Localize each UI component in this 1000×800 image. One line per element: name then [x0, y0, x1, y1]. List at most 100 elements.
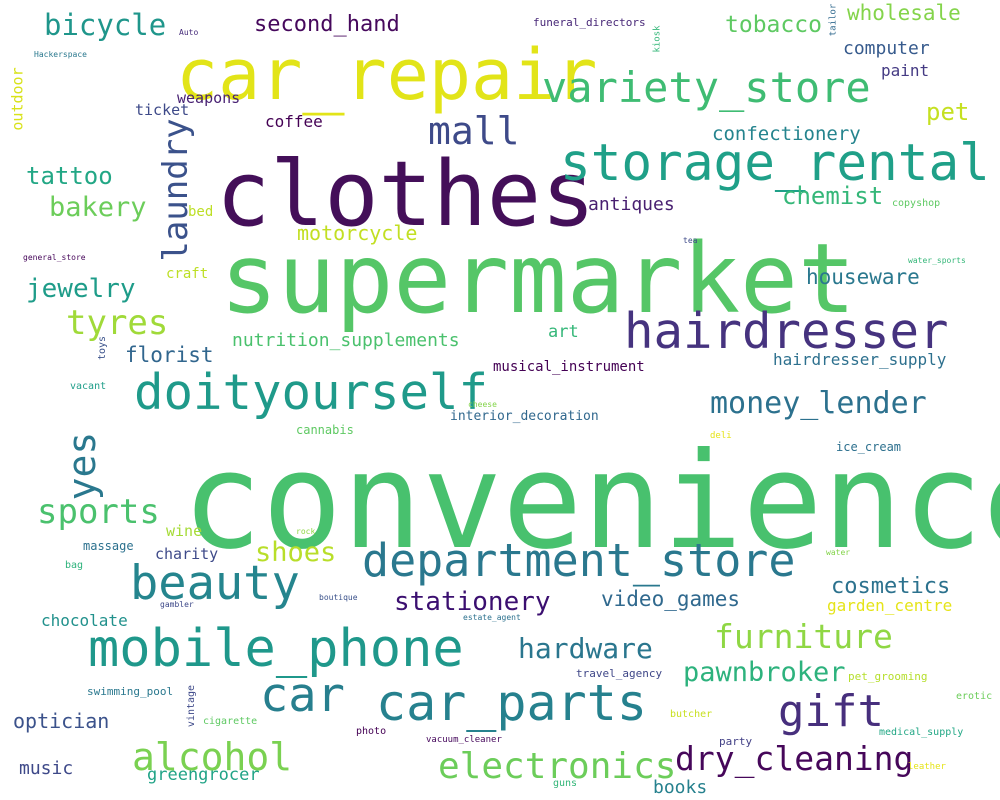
word: car_parts — [376, 674, 647, 732]
word: funeral_directors — [533, 16, 646, 29]
word: beauty — [130, 556, 300, 611]
word: bed — [188, 204, 214, 220]
word: variety_store — [542, 63, 871, 112]
word-vertical: yes — [60, 431, 104, 501]
word: convenience — [182, 425, 1000, 579]
word: bicycle — [44, 8, 167, 42]
word: charity — [155, 545, 219, 563]
word: travel_agency — [576, 667, 663, 680]
word: furniture — [714, 617, 893, 656]
word: department_store — [362, 534, 796, 587]
word: sports — [37, 492, 160, 532]
word: cannabis — [296, 423, 354, 437]
word: nutrition_supplements — [232, 330, 460, 351]
word: motorcycle — [297, 221, 418, 245]
word: mall — [428, 109, 520, 153]
word: bakery — [49, 192, 147, 223]
word: cheese — [468, 400, 497, 409]
word: wholesale — [847, 1, 961, 25]
word: stationery — [394, 587, 551, 617]
word: deli — [710, 431, 732, 441]
word: tobacco — [725, 12, 822, 38]
word: houseware — [806, 265, 920, 289]
word: gambler — [160, 600, 194, 609]
word: car_repair — [176, 34, 598, 116]
word: pet — [926, 98, 970, 126]
word: music — [19, 758, 74, 779]
word: general_store — [23, 253, 86, 262]
word: musical_instrument — [493, 359, 645, 375]
word: electronics — [438, 746, 677, 787]
word: antiques — [588, 194, 675, 215]
word: tattoo — [26, 162, 113, 190]
word: erotic — [956, 691, 993, 702]
word: party — [719, 735, 753, 748]
word: supermarket — [220, 223, 856, 335]
word: storage_rental — [560, 134, 990, 193]
word-vertical: outdoor — [8, 67, 27, 131]
word: butcher — [670, 709, 713, 720]
word: money_lender — [710, 386, 927, 421]
word: computer — [843, 38, 930, 59]
word: chocolate — [41, 611, 128, 630]
word: guns — [553, 778, 578, 789]
word: video_games — [601, 587, 741, 611]
word: mobile_phone — [88, 619, 464, 679]
word: florist — [125, 343, 214, 367]
word: doityourself — [134, 364, 489, 421]
word: hardware — [518, 632, 653, 665]
word: Auto — [179, 28, 199, 37]
word: tyres — [66, 303, 169, 343]
word-vertical: vintage — [186, 684, 197, 728]
word: chemist — [782, 182, 884, 210]
word: rock — [296, 527, 316, 536]
word: leather — [908, 762, 946, 772]
word: garden_centre — [827, 596, 953, 615]
word: Hackerspace — [34, 50, 87, 59]
word: ticket — [135, 101, 190, 119]
word: pawnbroker — [683, 657, 846, 688]
word: books — [653, 777, 708, 798]
word: car — [260, 668, 345, 723]
word: gift — [778, 686, 884, 737]
word: wine — [166, 522, 203, 540]
word: medical_supply — [879, 727, 964, 738]
word: pet_grooming — [848, 670, 928, 683]
word: estate_agent — [463, 613, 521, 622]
word: coffee — [265, 112, 323, 131]
word: clothes — [216, 142, 596, 247]
word: swimming_pool — [87, 685, 174, 698]
word: dry_cleaning — [675, 739, 914, 778]
word: confectionery — [712, 123, 861, 145]
word: copyshop — [892, 198, 941, 209]
word: cigarette — [203, 716, 258, 727]
word: boutique — [319, 593, 358, 602]
word-vertical: toys — [97, 335, 108, 361]
word: craft — [166, 266, 209, 282]
word: art — [548, 322, 579, 342]
word: weapons — [177, 89, 241, 107]
word: hairdresser — [624, 303, 949, 360]
word: alcohol — [132, 735, 293, 779]
word: second_hand — [254, 12, 400, 37]
word: vacuum_cleaner — [426, 735, 502, 745]
word: shoes — [255, 537, 337, 568]
word-vertical: kiosk — [652, 25, 663, 53]
word: hairdresser_supply — [773, 350, 947, 369]
word: massage — [83, 539, 134, 553]
word: interior_decoration — [450, 409, 599, 424]
word: greengrocer — [147, 765, 260, 785]
word: photo — [356, 726, 387, 737]
word: ice_cream — [836, 440, 902, 454]
word-vertical: tailor — [828, 3, 839, 37]
word: vacant — [70, 381, 107, 392]
word: bag — [65, 560, 84, 571]
word: water_sports — [908, 256, 966, 265]
word: optician — [13, 709, 110, 733]
word-vertical: laundry — [156, 118, 196, 262]
word: cosmetics — [831, 574, 951, 599]
word: jewelry — [26, 274, 136, 304]
word: tea — [683, 236, 698, 245]
word: water — [826, 548, 851, 557]
